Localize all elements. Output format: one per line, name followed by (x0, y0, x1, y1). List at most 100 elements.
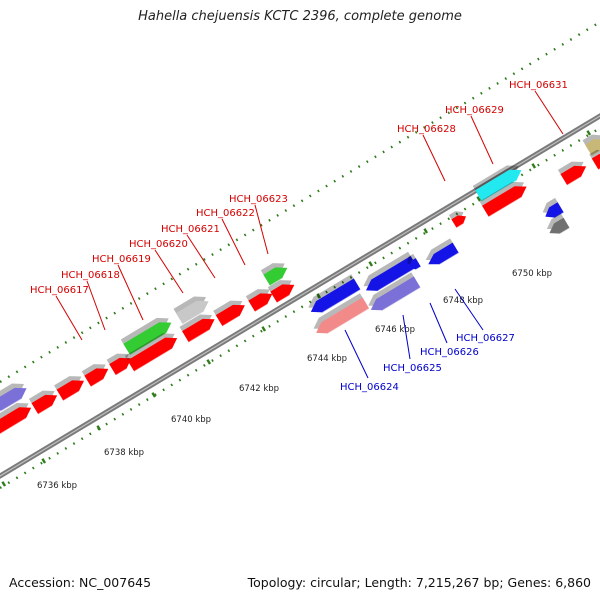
gene-label: HCH_06621 (161, 224, 220, 235)
reverse-track-dot (56, 451, 60, 455)
gene-arrow-highlight (129, 332, 167, 356)
forward-track-dot (121, 306, 125, 310)
forward-track-dot (15, 370, 19, 374)
reverse-track-dot (577, 139, 581, 143)
forward-track-dot (365, 160, 369, 164)
reverse-track-dot (194, 368, 198, 372)
gene-arrow (0, 387, 27, 412)
reverse-track-dot (243, 339, 247, 343)
gene-arrow (56, 380, 85, 401)
gene-arrow (0, 407, 32, 434)
forward-track-dot (585, 28, 589, 32)
forward-track-dot (553, 47, 556, 51)
scale-label: 6746 kbp (375, 325, 415, 335)
forward-track-dot (512, 72, 516, 76)
gene-arrow (31, 394, 58, 415)
reverse-track-dot (300, 305, 304, 309)
forward-track-dot (528, 62, 532, 66)
forward-track-dot (137, 297, 141, 300)
gene-label: HCH_06626 (420, 347, 479, 358)
forward-track-dot (325, 184, 328, 188)
gene-arrow-highlight (37, 405, 53, 415)
reverse-track-dot (0, 486, 2, 490)
gene-label: HCH_06620 (129, 239, 188, 250)
reverse-track-dot (219, 354, 222, 358)
gene-label-leader (429, 302, 448, 344)
forward-track-dot (0, 380, 2, 384)
gene-arrow-highlight (254, 304, 268, 313)
gene-arrow-highlight (269, 278, 283, 287)
forward-track-dot (594, 23, 597, 27)
gene-arrow-highlight (382, 287, 421, 311)
forward-track-dot (504, 77, 508, 81)
gene-arrow-highlight (327, 308, 370, 334)
scale-label: 6736 kbp (37, 481, 77, 491)
reverse-track-dot (537, 163, 540, 167)
reverse-track-dot (72, 442, 76, 446)
reverse-track-dot (31, 466, 35, 470)
reverse-track-dot (227, 349, 231, 353)
reverse-track-dot (455, 212, 459, 216)
reverse-track-dot (569, 144, 573, 147)
scale-label: 6750 kbp (512, 269, 552, 279)
forward-track-dot (154, 287, 157, 291)
forward-track-dot (80, 331, 84, 335)
reverse-track-dot (439, 222, 442, 226)
scale-label: 6742 kbp (239, 384, 279, 394)
gene-arrow-highlight (377, 266, 418, 292)
gene-arrow (215, 304, 245, 327)
accession-label: Accession: NC_007645 (9, 575, 152, 590)
forward-track-dot (72, 336, 76, 340)
gene-label-leader (186, 234, 216, 279)
forward-track-dot (561, 42, 565, 46)
reverse-track-dot (276, 319, 279, 323)
reverse-track-dot (398, 246, 402, 250)
gene-label: HCH_06617 (30, 285, 89, 296)
forward-track-dot (284, 209, 288, 212)
forward-track-dot (243, 233, 247, 237)
gene-arrow (248, 293, 273, 312)
forward-track-dot (406, 135, 410, 139)
scale-label: 6740 kbp (171, 415, 211, 425)
gene-label-leader (86, 280, 106, 331)
gene-arrow-highlight (415, 266, 422, 271)
forward-track-dot (203, 257, 206, 261)
reverse-track-dot (382, 256, 385, 260)
gene-arrow (585, 138, 600, 156)
forward-track-dot (537, 57, 540, 61)
forward-track-dot (390, 145, 394, 149)
forward-track-dot (113, 311, 117, 315)
gene-label-leader (454, 288, 484, 331)
forward-track-dot (398, 140, 402, 144)
forward-track-dot (211, 253, 214, 256)
gene-arrow-highlight (322, 289, 361, 313)
topology-label: Topology: circular; Length: 7,215,267 bp… (247, 575, 591, 590)
forward-track-dot (341, 174, 345, 178)
reverse-track-dot (129, 407, 133, 411)
forward-track-dot (414, 130, 418, 134)
reverse-track-dot (251, 334, 255, 338)
forward-track-dot (308, 194, 312, 198)
gene-label-leader (221, 218, 246, 266)
reverse-track-dot (390, 251, 394, 255)
forward-track-dot (105, 316, 108, 320)
reverse-track-dot (121, 412, 125, 416)
scale-label: 6738 kbp (104, 448, 144, 458)
reverse-track-dot (178, 378, 182, 382)
forward-track-dot (7, 375, 11, 379)
reverse-track-dot (431, 227, 434, 231)
gene-arrow-highlight (276, 295, 290, 304)
forward-track-dot (374, 155, 377, 159)
reverse-track-dot (423, 232, 426, 235)
reverse-track-dot (203, 363, 206, 367)
gene-label-leader (534, 90, 564, 135)
reverse-track-dot (64, 447, 68, 450)
reverse-track-dot (284, 315, 288, 318)
gene-arrow (109, 357, 132, 376)
gene-arrow (370, 276, 421, 311)
forward-track-dot (56, 345, 60, 349)
forward-track-dot (178, 272, 182, 276)
gene-label: HCH_06628 (397, 124, 456, 135)
gene-arrow-shadow (425, 238, 457, 260)
